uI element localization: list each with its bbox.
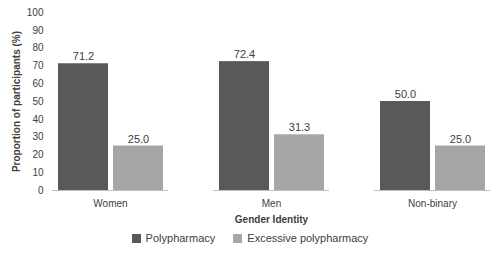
svg-text:Non-binary: Non-binary xyxy=(408,198,457,209)
svg-text:30: 30 xyxy=(32,131,44,142)
svg-text:Gender Identity: Gender Identity xyxy=(235,214,309,225)
svg-text:80: 80 xyxy=(32,42,44,53)
svg-text:25.0: 25.0 xyxy=(450,133,471,145)
svg-text:0: 0 xyxy=(38,185,44,196)
svg-text:70: 70 xyxy=(32,60,44,71)
html-text:Polypharmacy: Polypharmacy xyxy=(145,232,216,244)
svg-text:Women: Women xyxy=(93,198,127,209)
svg-text:71.2: 71.2 xyxy=(73,50,94,62)
svg-text:40: 40 xyxy=(32,114,44,125)
svg-text:50: 50 xyxy=(32,96,44,107)
svg-text:10: 10 xyxy=(32,167,44,178)
svg-text:90: 90 xyxy=(32,25,44,36)
svg-text:31.3: 31.3 xyxy=(289,121,310,133)
svg-text:100: 100 xyxy=(27,7,44,18)
svg-text:Proportion of participants (%): Proportion of participants (%) xyxy=(11,31,22,172)
svg-text:25.0: 25.0 xyxy=(128,133,149,145)
html-text:Excessive polypharmacy: Excessive polypharmacy xyxy=(247,232,369,244)
svg-text:60: 60 xyxy=(32,78,44,89)
svg-text:72.4: 72.4 xyxy=(234,48,255,60)
svg-text:20: 20 xyxy=(32,149,44,160)
svg-text:50.0: 50.0 xyxy=(395,88,416,100)
svg-text:Men: Men xyxy=(262,198,281,209)
